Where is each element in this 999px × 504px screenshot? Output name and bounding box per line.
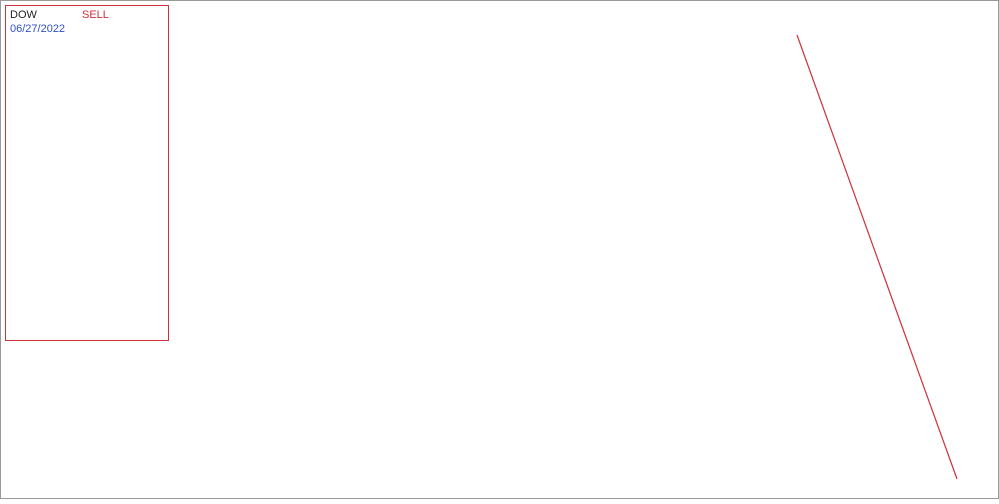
info-panel: DOW SELL 06/27/2022 <box>5 5 169 341</box>
date: 06/27/2022 <box>10 23 65 35</box>
trend-line <box>796 34 958 480</box>
info-box <box>5 5 169 341</box>
signal: SELL <box>82 9 109 21</box>
ticker: DOW <box>10 9 38 21</box>
